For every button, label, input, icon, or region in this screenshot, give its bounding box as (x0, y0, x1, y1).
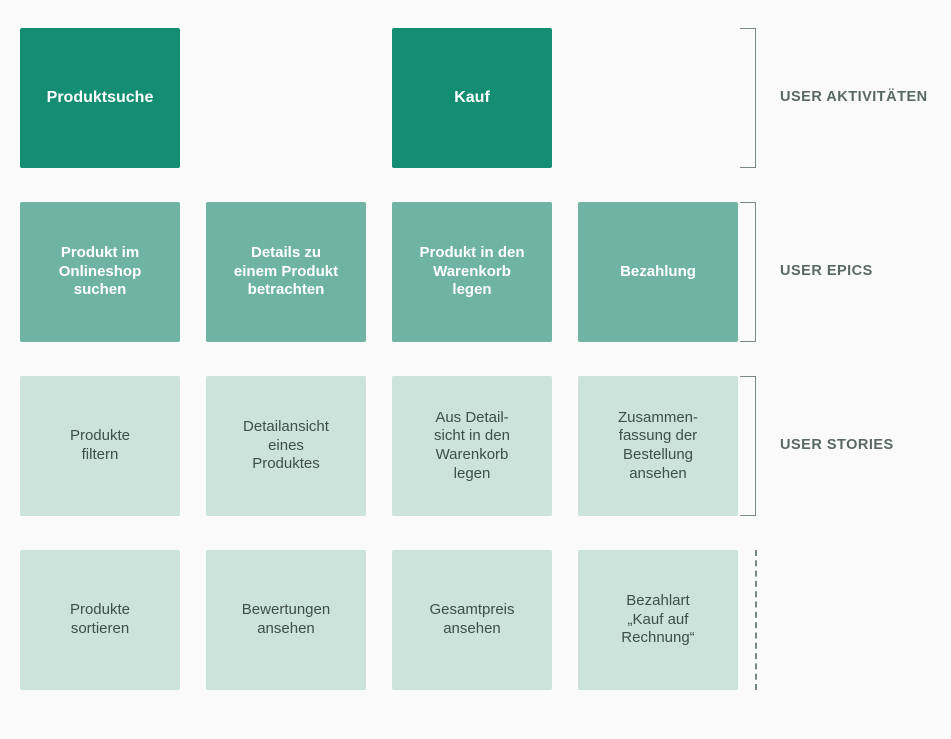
card-epic: Details zu einem Produkt betrachten (206, 202, 366, 342)
bracket-solid (740, 28, 756, 168)
bracket-dashed (755, 550, 757, 690)
card-story: Produkte sortieren (20, 550, 180, 690)
card-story: Detailansicht eines Produktes (206, 376, 366, 516)
card-activity: Produktsuche (20, 28, 180, 168)
card-activity: Kauf (392, 28, 552, 168)
card-story: Bewertungen ansehen (206, 550, 366, 690)
user-story-map-diagram: Produktsuche Kauf Produkt im Onlineshop su… (0, 0, 951, 739)
row-label: USER AKTIVITÄTEN (780, 89, 928, 105)
row-label: USER STORIES (780, 437, 894, 453)
row-label: USER EPICS (780, 263, 873, 279)
card-epic: Bezahlung (578, 202, 738, 342)
card-story: Bezahlart „Kauf auf Rechnung“ (578, 550, 738, 690)
bracket-solid (740, 202, 756, 342)
card-epic: Produkt im Onlineshop suchen (20, 202, 180, 342)
card-epic: Produkt in den Warenkorb legen (392, 202, 552, 342)
card-story: Zusammen- fassung der Bestellung ansehen (578, 376, 738, 516)
bracket-solid (740, 376, 756, 516)
card-grid: Produktsuche Kauf Produkt im Onlineshop su… (20, 28, 740, 690)
card-story: Aus Detail- sicht in den Warenkorb legen (392, 376, 552, 516)
card-story: Produkte filtern (20, 376, 180, 516)
card-story: Gesamtpreis ansehen (392, 550, 552, 690)
